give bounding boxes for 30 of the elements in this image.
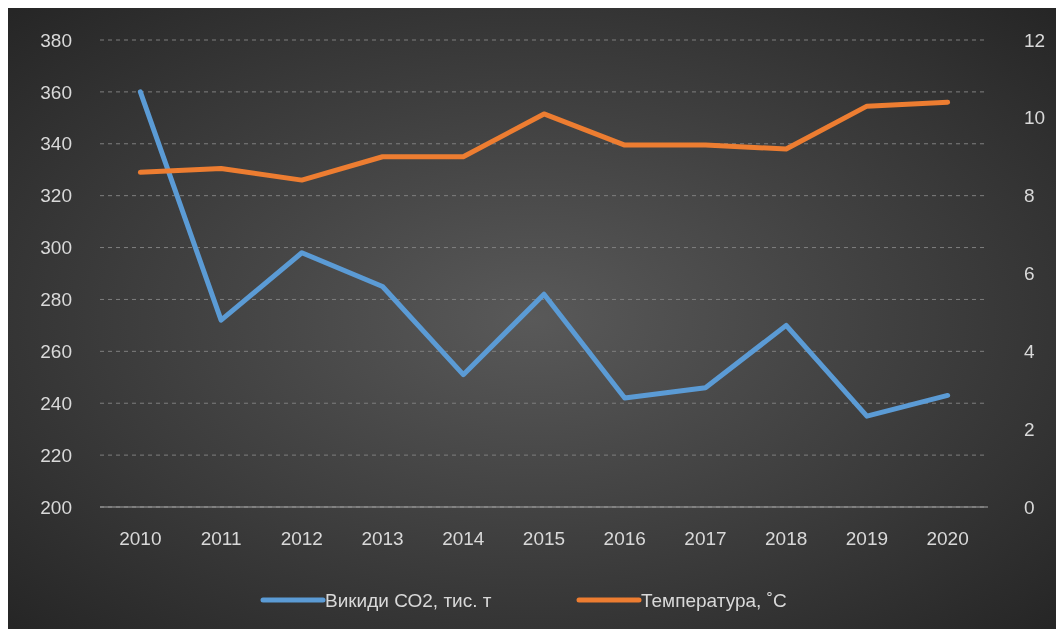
x-tick-label: 2020	[926, 528, 969, 549]
y-tick-label: 280	[40, 289, 72, 311]
x-tick-label: 2016	[603, 528, 646, 549]
y2-tick-label: 2	[1024, 418, 1035, 440]
x-tick-label: 2013	[361, 528, 404, 549]
y-tick-label: 320	[40, 185, 72, 207]
x-tick-label: 2019	[845, 528, 889, 549]
y-tick-label: 260	[40, 340, 72, 362]
x-tick-label: 2011	[200, 528, 242, 549]
y-tick-label: 300	[40, 237, 72, 259]
y-tick-label: 200	[40, 496, 72, 518]
x-tick-label: 2015	[522, 528, 566, 549]
x-tick-label: 2017	[684, 528, 727, 549]
legend-label: Викиди СО2, тис. т	[325, 590, 492, 611]
legend-label: Температура, ˚С	[641, 590, 787, 611]
x-tick-label: 2018	[765, 528, 808, 549]
x-tick-label: 2014	[442, 528, 485, 549]
y2-tick-label: 6	[1024, 263, 1035, 285]
y2-tick-label: 0	[1024, 496, 1035, 518]
y2-tick-label: 4	[1024, 340, 1035, 362]
x-tick-label: 2010	[119, 528, 162, 549]
y2-tick-label: 8	[1024, 185, 1035, 207]
y2-tick-label: 10	[1024, 107, 1046, 129]
y-tick-label: 380	[40, 29, 72, 51]
y-tick-label: 340	[40, 133, 72, 155]
y2-tick-label: 12	[1024, 29, 1046, 51]
y-tick-label: 220	[40, 444, 72, 466]
y-tick-label: 240	[40, 392, 72, 414]
x-tick-label: 2012	[280, 528, 323, 549]
y-tick-label: 360	[40, 81, 72, 103]
